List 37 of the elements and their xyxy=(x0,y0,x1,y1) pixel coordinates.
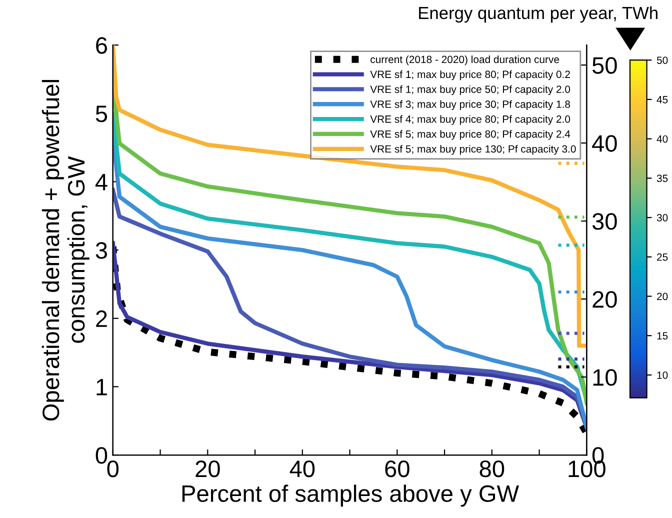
y2-axis-title: Energy quantum per year, TWh xyxy=(419,6,658,23)
x-tick-label: 80 xyxy=(480,460,504,478)
line-series xyxy=(112,45,587,348)
y-tick-label: 4 xyxy=(95,174,108,190)
legend-label: VRE sf 1; max buy price 80; Pf capacity 0.2 xyxy=(370,70,570,80)
x-tick-label: 60 xyxy=(385,460,410,478)
y-tick-label: 5 xyxy=(96,106,108,122)
color-bar-label: 25 xyxy=(657,253,668,261)
legend-label: VRE sf 5; max buy price 80; Pf capacity 2.4 xyxy=(370,130,570,140)
y2-tick-label: 30 xyxy=(592,213,617,230)
x-axis-title: Percent of samples above y GW xyxy=(182,484,519,507)
color-bar-label: 45 xyxy=(656,96,668,104)
y-tick-label: 0 xyxy=(96,447,108,464)
legend-label: VRE sf 4; max buy price 80; Pf capacity 2.0 xyxy=(370,115,570,125)
x-tick-label: 0 xyxy=(107,460,119,478)
y2-tick-label: 20 xyxy=(592,291,617,308)
y-tick-label: 1 xyxy=(96,379,107,396)
x-tick-label: 20 xyxy=(196,460,220,478)
color-bar-label: 35 xyxy=(656,174,668,182)
color-bar-label: 30 xyxy=(656,214,668,222)
color-bar-label: 40 xyxy=(656,135,668,143)
y-tick-label: 6 xyxy=(96,37,107,54)
y-tick-label: 2 xyxy=(96,310,107,327)
legend-label: VRE sf 1; max buy price 50; Pf capacity 2.0 xyxy=(370,85,570,96)
y2-tick-label: 50 xyxy=(592,57,617,74)
color-bar-label: 50 xyxy=(656,56,668,64)
legend-label: current (2018 - 2020) load duration curve xyxy=(370,55,560,66)
color-bar-label: 20 xyxy=(657,292,668,300)
y-tick-label: 3 xyxy=(96,242,107,259)
legend-label: VRE sf 3; max buy price 30; Pf capacity 1.8 xyxy=(370,100,570,110)
color-bar-label: 15 xyxy=(657,332,668,340)
y2-tick-label: 40 xyxy=(592,135,617,152)
y2-tick-label: 10 xyxy=(593,369,617,386)
color-bar-label: 10 xyxy=(657,371,668,379)
x-tick-label: 40 xyxy=(290,460,315,478)
legend-label: VRE sf 5; max buy price 130; Pf capacity 3.0 xyxy=(370,144,576,155)
y-axis-title: Operational demand + powerfuel consumption, GW xyxy=(42,80,90,421)
